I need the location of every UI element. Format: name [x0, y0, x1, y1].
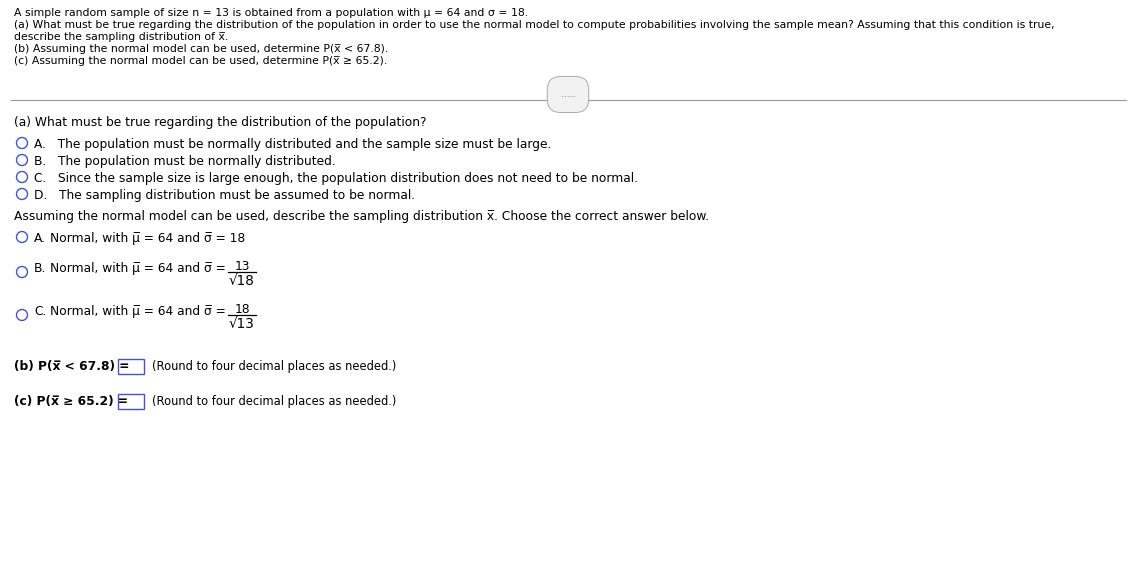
Text: (b) Assuming the normal model can be used, determine P(x̅ < 67.8).: (b) Assuming the normal model can be use…: [14, 44, 388, 54]
Text: (a) What must be true regarding the distribution of the population?: (a) What must be true regarding the dist…: [14, 116, 426, 129]
Text: C.: C.: [34, 305, 47, 318]
Text: A.: A.: [34, 232, 45, 245]
Text: (Round to four decimal places as needed.): (Round to four decimal places as needed.…: [152, 360, 397, 373]
Text: (b) P(x̅ < 67.8) =: (b) P(x̅ < 67.8) =: [14, 360, 130, 373]
Text: (c) Assuming the normal model can be used, determine P(x̅ ≥ 65.2).: (c) Assuming the normal model can be use…: [14, 56, 388, 66]
Text: D.   The sampling distribution must be assumed to be normal.: D. The sampling distribution must be ass…: [34, 189, 415, 202]
Text: C.   Since the sample size is large enough, the population distribution does not: C. Since the sample size is large enough…: [34, 172, 638, 185]
Text: 18: 18: [234, 303, 250, 316]
Text: B.: B.: [34, 262, 47, 275]
Text: Normal, with μ̅ = 64 and σ̅ =: Normal, with μ̅ = 64 and σ̅ =: [50, 262, 226, 275]
Text: √13: √13: [229, 317, 255, 331]
Text: describe the sampling distribution of x̅.: describe the sampling distribution of x̅…: [14, 32, 229, 42]
Text: (Round to four decimal places as needed.): (Round to four decimal places as needed.…: [152, 395, 397, 408]
Text: A.   The population must be normally distributed and the sample size must be lar: A. The population must be normally distr…: [34, 138, 551, 151]
Text: 13: 13: [234, 260, 250, 273]
Text: Assuming the normal model can be used, describe the sampling distribution x̅. Ch: Assuming the normal model can be used, d…: [14, 210, 709, 223]
Text: (c) P(x̅ ≥ 65.2) =: (c) P(x̅ ≥ 65.2) =: [14, 395, 128, 408]
Text: .....: .....: [561, 90, 575, 99]
FancyBboxPatch shape: [118, 359, 144, 374]
Text: A simple random sample of size n = 13 is obtained from a population with μ = 64 : A simple random sample of size n = 13 is…: [14, 8, 528, 18]
Text: B.   The population must be normally distributed.: B. The population must be normally distr…: [34, 155, 335, 168]
Text: (a) What must be true regarding the distribution of the population in order to u: (a) What must be true regarding the dist…: [14, 20, 1055, 30]
Text: Normal, with μ̅ = 64 and σ̅ = 18: Normal, with μ̅ = 64 and σ̅ = 18: [50, 232, 246, 245]
FancyBboxPatch shape: [118, 394, 144, 409]
Text: Normal, with μ̅ = 64 and σ̅ =: Normal, with μ̅ = 64 and σ̅ =: [50, 305, 226, 318]
Text: √18: √18: [229, 274, 255, 288]
